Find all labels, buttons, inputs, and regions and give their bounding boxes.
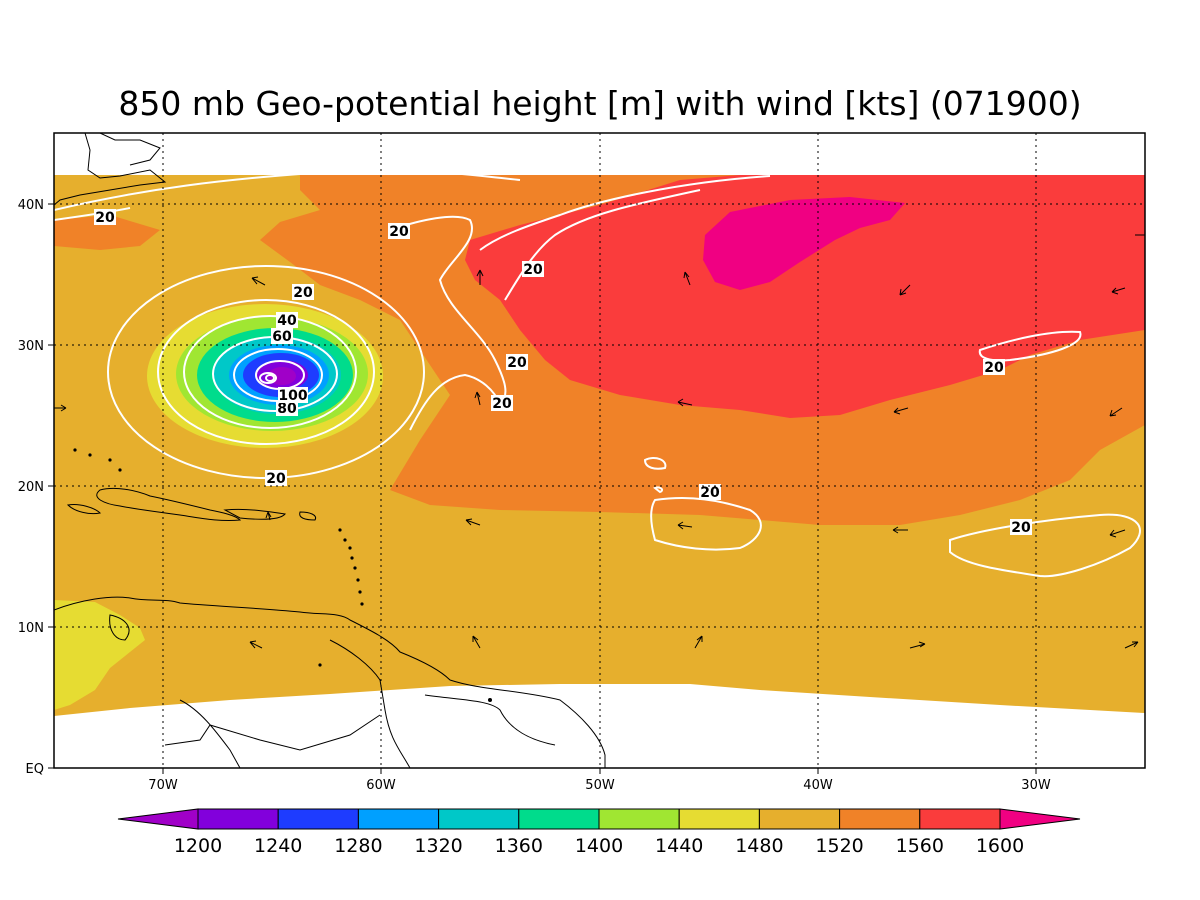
colorbar-segment bbox=[197, 808, 279, 830]
axis-ticks bbox=[48, 203, 1037, 774]
height-band-1560-west bbox=[54, 215, 160, 250]
lon-label-40w: 40W bbox=[803, 778, 833, 793]
colorbar: 1200 1240 1280 1320 1360 1400 1440 1480 1520 1560… bbox=[117, 808, 1081, 857]
contour-label-20-b: 20 bbox=[388, 223, 410, 240]
svg-text:20: 20 bbox=[389, 224, 409, 240]
contour-label-20-i: 20 bbox=[699, 484, 721, 501]
lon-label-70w: 70W bbox=[148, 778, 178, 793]
lon-label-60w: 60W bbox=[366, 778, 396, 793]
svg-text:100: 100 bbox=[278, 388, 307, 404]
colorbar-tick-label: 1600 bbox=[976, 835, 1024, 857]
svg-text:20: 20 bbox=[523, 262, 543, 278]
svg-text:20: 20 bbox=[293, 285, 313, 301]
colorbar-segment bbox=[919, 808, 1001, 830]
map-title: 850 mb Geo-potential height [m] with win… bbox=[118, 84, 1081, 123]
colorbar-tick-label: 1360 bbox=[495, 835, 543, 857]
contour-label-20-a: 20 bbox=[94, 209, 116, 226]
svg-text:20: 20 bbox=[984, 360, 1004, 376]
caribbean-islands bbox=[73, 448, 492, 702]
lon-label-50w: 50W bbox=[585, 778, 615, 793]
contour-label-20-e: 20 bbox=[506, 354, 528, 371]
lat-label-10n: 10N bbox=[18, 621, 44, 636]
colorbar-max-arrow bbox=[999, 808, 1081, 830]
height-band-1480-sw bbox=[54, 600, 145, 710]
contour-label-20-d: 20 bbox=[292, 284, 314, 301]
colorbar-tick-label: 1440 bbox=[655, 835, 703, 857]
contour-label-20-f: 20 bbox=[491, 395, 513, 412]
colorbar-tick-label: 1280 bbox=[334, 835, 382, 857]
svg-text:20: 20 bbox=[492, 396, 512, 412]
lat-label-40n: 40N bbox=[18, 198, 44, 213]
height-band-1600 bbox=[465, 175, 1145, 418]
colorbar-segment bbox=[678, 808, 760, 830]
height-band-high bbox=[703, 197, 905, 290]
svg-text:20: 20 bbox=[95, 210, 115, 226]
wind-vectors bbox=[54, 234, 1145, 649]
contour-label-40: 40 bbox=[276, 312, 298, 329]
colorbar-segment bbox=[758, 808, 841, 830]
lat-label-eq: EQ bbox=[26, 762, 44, 777]
contour-label-20-g: 20 bbox=[983, 359, 1005, 376]
svg-text:60: 60 bbox=[272, 329, 292, 345]
colorbar-tick-label: 1560 bbox=[896, 835, 944, 857]
colorbar-segment bbox=[518, 808, 600, 830]
colorbar-min-arrow bbox=[117, 808, 199, 830]
lat-label-30n: 30N bbox=[18, 339, 44, 354]
svg-text:40: 40 bbox=[277, 313, 297, 329]
colorbar-tick-label: 1520 bbox=[815, 835, 863, 857]
contour-label-80: 80 bbox=[276, 400, 298, 417]
svg-text:80: 80 bbox=[277, 401, 297, 417]
svg-text:20: 20 bbox=[1011, 520, 1031, 536]
colorbar-segment bbox=[598, 808, 680, 830]
contour-label-100: 100 bbox=[278, 387, 308, 404]
gridlines bbox=[54, 133, 1145, 768]
colorbar-tick-label: 1240 bbox=[254, 835, 302, 857]
colorbar-tick-label: 1320 bbox=[414, 835, 462, 857]
colorbar-tick-label: 1200 bbox=[174, 835, 222, 857]
contour-labels: 20 20 20 20 20 20 20 20 20 20 40 60 80 1… bbox=[94, 209, 1032, 536]
lon-label-30w: 30W bbox=[1021, 778, 1051, 793]
contour-label-20-h: 20 bbox=[265, 470, 287, 487]
colorbar-segment bbox=[277, 808, 359, 830]
contour-label-20-c: 20 bbox=[522, 261, 544, 278]
colorbar-tick-label: 1400 bbox=[575, 835, 623, 857]
contour-label-20-j: 20 bbox=[1010, 519, 1032, 536]
lat-label-20n: 20N bbox=[18, 480, 44, 495]
svg-text:20: 20 bbox=[266, 471, 286, 487]
coastlines bbox=[54, 133, 606, 768]
svg-text:20: 20 bbox=[700, 485, 720, 501]
svg-text:20: 20 bbox=[507, 355, 527, 371]
map-plot-area: 20 20 20 20 20 20 20 20 20 20 40 60 80 1… bbox=[54, 133, 1145, 768]
colorbar-segment bbox=[438, 808, 520, 830]
colorbar-segment bbox=[357, 808, 440, 830]
colorbar-segment bbox=[839, 808, 921, 830]
colorbar-tick-label: 1480 bbox=[735, 835, 783, 857]
contour-label-60: 60 bbox=[271, 328, 293, 345]
